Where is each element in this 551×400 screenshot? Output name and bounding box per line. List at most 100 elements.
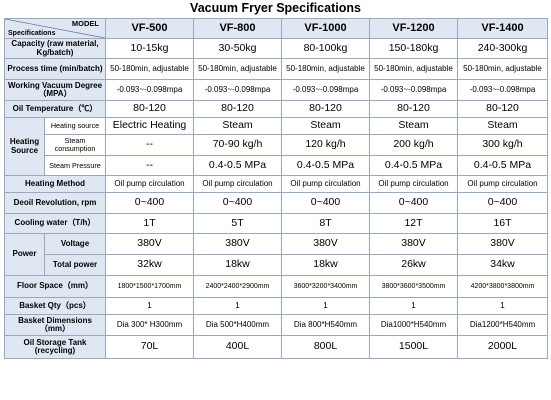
spec-label: Oil Temperature（℃） [4, 100, 106, 118]
value-cell: Steam [457, 117, 548, 135]
spec-label: Basket Qty（pcs） [4, 297, 106, 315]
value-cell: Oil pump circulation [193, 175, 282, 193]
value-cell: -0.093~-0.098mpa [369, 79, 458, 101]
value-cell: 80-120 [193, 100, 282, 118]
value-cell: 80-100kg [281, 38, 370, 59]
value-cell: 380V [105, 233, 194, 255]
model-name: VF-1000 [281, 18, 370, 39]
value-cell: 240-300kg [457, 38, 548, 59]
table-row: Steam consumption -- 70-90 kg/h 120 kg/h 200… [5, 134, 548, 156]
value-cell: 0~400 [105, 192, 194, 214]
value-cell: 32kw [105, 254, 194, 276]
model-name: VF-1200 [369, 18, 458, 39]
table-row: MODEL Specifications VF-500 VF-800 VF-1000 VF… [4, 18, 548, 39]
value-cell: 50-180min, adjustable [281, 58, 370, 80]
table-row: Heating Method Oil pump circulation Oil pu… [4, 175, 548, 193]
value-cell: -0.093~-0.098mpa [105, 79, 194, 101]
value-cell: 18kw [193, 254, 282, 276]
value-cell: 120 kg/h [281, 134, 370, 156]
value-cell: 18kw [281, 254, 370, 276]
table-row: Oil Temperature（℃） 80-120 80-120 80-120 80-1… [4, 100, 548, 118]
table-row: Deoil Revolution, rpm 0~400 0~400 0~400 0~40… [4, 192, 548, 214]
table-row: Power Voltage 380V 380V 380V 380V 380V [4, 233, 548, 276]
spec-label: Heating Method [4, 175, 106, 193]
value-cell: 200 kg/h [369, 134, 458, 156]
value-cell: 50-180min, adjustable [105, 58, 194, 80]
diagonal-divider [5, 19, 105, 38]
value-cell: 30-50kg [193, 38, 282, 59]
header-corner-cell: MODEL Specifications [4, 18, 106, 39]
table-row: Steam Pressure -- 0.4-0.5 MPa 0.4-0.5 MPa 0.… [5, 155, 548, 176]
sub-spec-label: Steam Pressure [44, 155, 106, 176]
spec-label: Oil Storage Tank (recycling) [4, 335, 106, 359]
value-cell: 150-180kg [369, 38, 458, 59]
value-cell: 800L [281, 335, 370, 359]
value-cell: Dia1000*H540mm [369, 314, 458, 336]
table-row: Oil Storage Tank (recycling) 70L 400L 800L 1… [4, 335, 548, 359]
table-row: Capacity (raw material, Kg/batch) 10-15kg… [4, 38, 548, 59]
value-cell: 0~400 [369, 192, 458, 214]
value-cell: 70L [105, 335, 194, 359]
value-cell: Steam [369, 117, 458, 135]
spec-label: Process time (min/batch) [4, 58, 106, 80]
value-cell: 50-180min, adjustable [457, 58, 548, 80]
value-cell: 16T [457, 213, 548, 234]
sub-spec-label: Heating source [44, 117, 106, 135]
value-cell: 50-180min, adjustable [193, 58, 282, 80]
spec-label: Deoil Revolution, rpm [4, 192, 106, 214]
model-header-label: MODEL [71, 19, 99, 28]
value-cell: 0~400 [457, 192, 548, 214]
sub-spec-label: Voltage [44, 233, 106, 255]
value-cell: -0.093~-0.098mpa [281, 79, 370, 101]
value-cell: 1 [281, 297, 370, 315]
value-cell: 1 [105, 297, 194, 315]
spec-label: Capacity (raw material, Kg/batch) [4, 38, 106, 59]
model-name: VF-800 [193, 18, 282, 39]
value-cell: Steam [281, 117, 370, 135]
value-cell: 380V [369, 233, 458, 255]
sub-spec-label: Total power [44, 254, 106, 276]
value-cell: 1500L [369, 335, 458, 359]
value-cell: 8T [281, 213, 370, 234]
table-row: Basket Qty（pcs） 1 1 1 1 1 [4, 297, 548, 315]
value-cell: 0.4-0.5 MPa [369, 155, 458, 176]
value-cell: 0.4-0.5 MPa [457, 155, 548, 176]
model-name: VF-500 [105, 18, 194, 39]
spec-label: Basket Dimensions（mm） [4, 314, 106, 336]
value-cell: 5T [193, 213, 282, 234]
value-cell: 34kw [457, 254, 548, 276]
value-cell: 0.4-0.5 MPa [193, 155, 282, 176]
value-cell: 1 [369, 297, 458, 315]
spec-label: Floor Space（mm） [4, 275, 106, 298]
value-cell: 3600*3200*3400mm [281, 275, 370, 298]
value-cell: 0~400 [281, 192, 370, 214]
value-cell: Electric Heating [105, 117, 194, 135]
table-row: Working Vacuum Degree（MPA） -0.093~-0.098m… [4, 79, 548, 101]
table-row: Cooling water（T/h） 1T 5T 8T 12T 16T [4, 213, 548, 234]
value-cell: 380V [193, 233, 282, 255]
spec-label: Working Vacuum Degree（MPA） [4, 79, 106, 101]
value-cell: 1800*1500*1700mm [105, 275, 194, 298]
table-row: Basket Dimensions（mm） Dia 300* H300mm Dia … [4, 314, 548, 336]
spec-table: MODEL Specifications VF-500 VF-800 VF-1000 VF… [4, 18, 548, 359]
page-title: Vacuum Fryer Specifications [190, 1, 361, 15]
value-cell: Oil pump circulation [457, 175, 548, 193]
value-cell: Dia1200*H540mm [457, 314, 548, 336]
spec-label: Cooling water（T/h） [4, 213, 106, 234]
value-cell: -- [105, 155, 194, 176]
value-cell: 50-180min, adjustable [369, 58, 458, 80]
value-cell: 1 [457, 297, 548, 315]
table-row: Process time (min/batch) 50-180min, adjus… [4, 58, 548, 80]
value-cell: 380V [457, 233, 548, 255]
value-cell: 10-15kg [105, 38, 194, 59]
table-row: Heating Source Heating source Electric Hea… [4, 117, 548, 176]
value-cell: 80-120 [105, 100, 194, 118]
value-cell: 2000L [457, 335, 548, 359]
table-row: Total power 32kw 18kw 18kw 26kw 34kw [5, 254, 548, 276]
spec-group-label: Power [4, 233, 45, 276]
sub-spec-label: Steam consumption [44, 134, 106, 156]
value-cell: 4200*3800*3800mm [457, 275, 548, 298]
value-cell: -0.093~-0.098mpa [193, 79, 282, 101]
value-cell: 80-120 [457, 100, 548, 118]
value-cell: 2400*2400*2900mm [193, 275, 282, 298]
